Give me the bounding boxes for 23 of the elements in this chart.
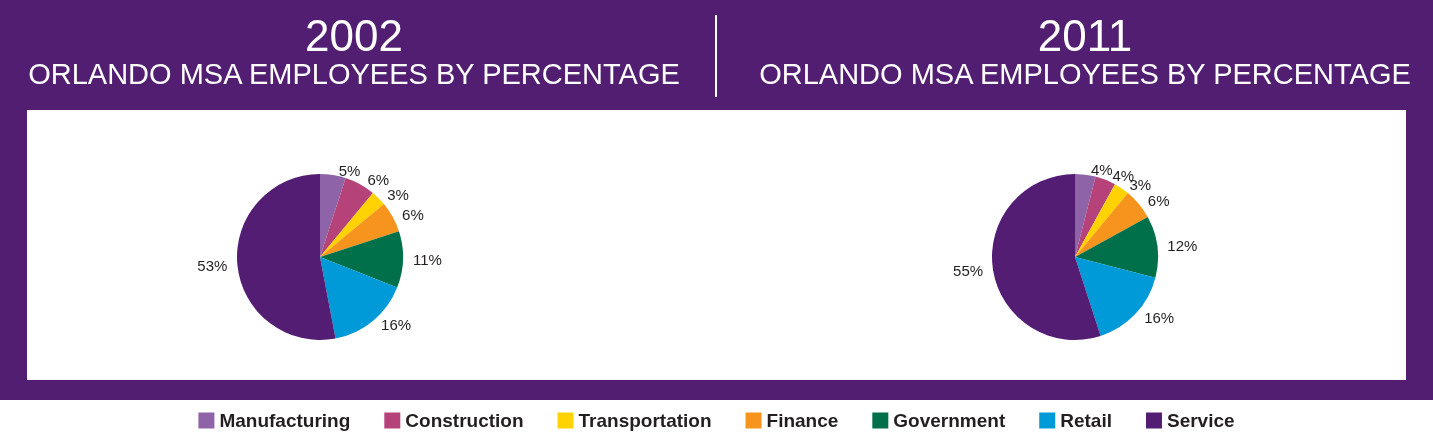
data-label: 12% [1167, 237, 1198, 255]
data-label: 6% [367, 171, 390, 189]
legend-label: Construction [405, 410, 524, 431]
data-label: 16% [381, 316, 412, 334]
data-label: 4% [1091, 161, 1113, 179]
legend-label: Retail [1060, 410, 1112, 431]
data-label: 11% [412, 251, 442, 269]
chart-subtitle: ORLANDO MSA EMPLOYEES BY PERCENTAGE [28, 57, 680, 90]
data-label: 6% [1147, 192, 1170, 210]
legend-label: Transportation [578, 410, 712, 431]
legend-label: Finance [766, 410, 839, 431]
data-label: 55% [953, 262, 984, 280]
data-label: 3% [387, 186, 409, 204]
data-label: 6% [402, 206, 424, 224]
legend-label: Government [893, 410, 1006, 431]
legend-label: Manufacturing [219, 410, 351, 431]
chart-title: 2002 [305, 10, 403, 60]
data-label: 5% [338, 161, 361, 179]
legend-label: Service [1166, 410, 1235, 431]
chart-subtitle: ORLANDO MSA EMPLOYEES BY PERCENTAGE [759, 57, 1411, 90]
data-label: 53% [197, 256, 228, 274]
data-label: 16% [1144, 308, 1175, 326]
chart-title: 2011 [1037, 10, 1133, 60]
